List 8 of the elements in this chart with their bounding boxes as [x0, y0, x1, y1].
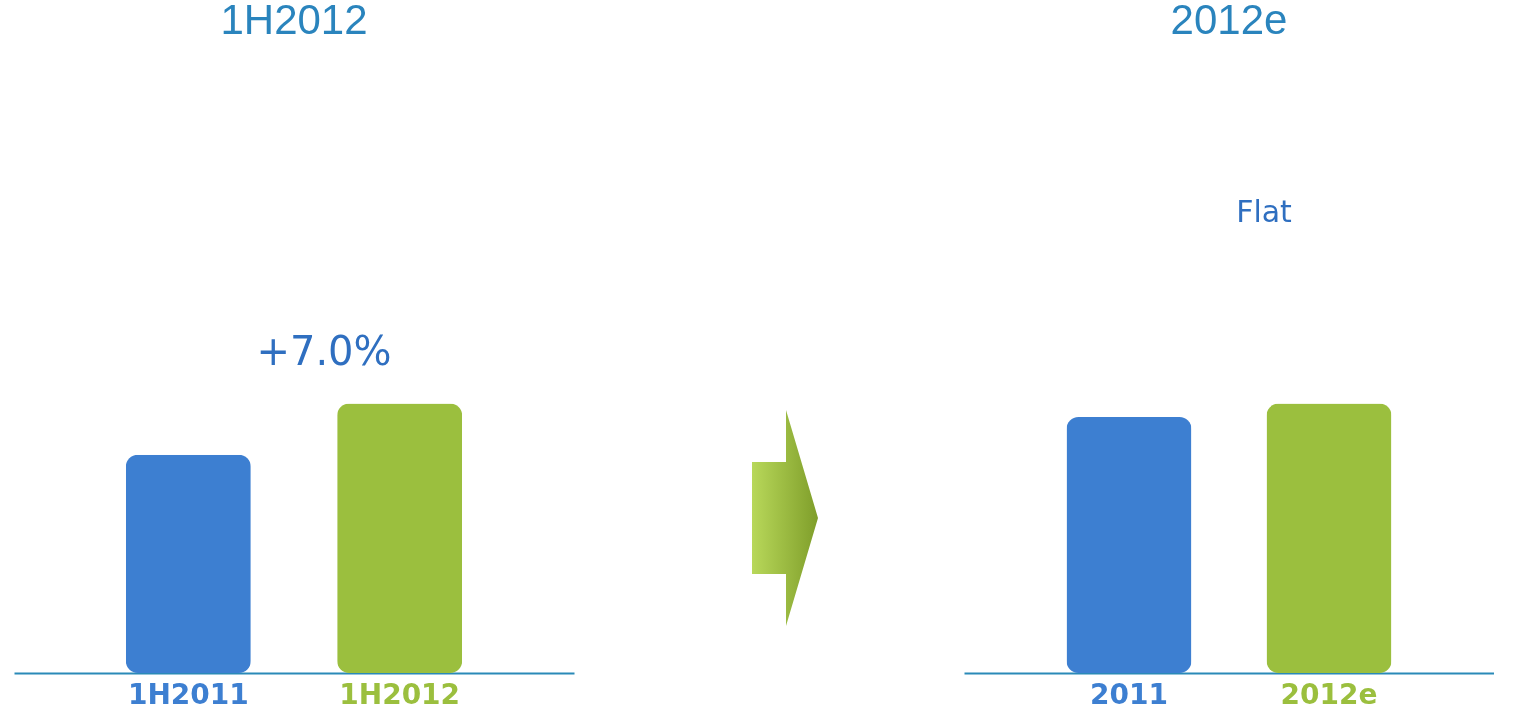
- text: +7.0%: [256, 328, 392, 374]
- chart-title: 1H2012: [220, 0, 368, 43]
- x-tick-label: 1H2011: [127, 677, 249, 711]
- chart-title: 2012e: [1170, 0, 1288, 43]
- text: Flat: [1236, 194, 1293, 229]
- x-tick-label: 2012e: [1280, 677, 1378, 711]
- x-tick-label: 2011: [1090, 677, 1168, 711]
- x-tick-label: 1H2012: [339, 677, 461, 711]
